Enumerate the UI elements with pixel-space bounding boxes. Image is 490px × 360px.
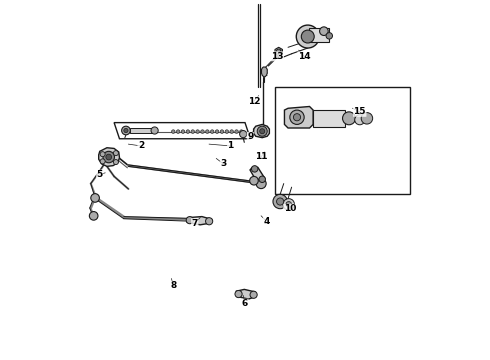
Text: 12: 12 [248, 96, 260, 105]
Circle shape [294, 114, 300, 121]
Text: 4: 4 [263, 217, 270, 226]
Circle shape [225, 130, 229, 134]
Circle shape [361, 113, 373, 124]
Circle shape [296, 25, 319, 48]
Circle shape [240, 131, 247, 138]
Polygon shape [275, 47, 282, 56]
Circle shape [343, 112, 355, 125]
Circle shape [205, 218, 213, 225]
Circle shape [273, 194, 287, 209]
Text: 10: 10 [284, 204, 296, 213]
Circle shape [257, 126, 267, 136]
Circle shape [260, 129, 265, 134]
Circle shape [201, 130, 204, 134]
Circle shape [181, 130, 185, 134]
Circle shape [283, 199, 294, 210]
Text: 2: 2 [138, 141, 144, 150]
Bar [309, 28, 329, 42]
Circle shape [235, 291, 242, 298]
Circle shape [113, 159, 119, 165]
Bar [313, 110, 345, 127]
Circle shape [91, 194, 99, 202]
Text: 15: 15 [353, 107, 366, 116]
Text: 1: 1 [227, 141, 234, 150]
Text: 8: 8 [170, 281, 176, 290]
Circle shape [151, 127, 158, 134]
Text: 9: 9 [247, 132, 253, 141]
Circle shape [186, 217, 194, 224]
Text: 11: 11 [255, 152, 268, 161]
Text: 3: 3 [220, 159, 226, 168]
Circle shape [276, 198, 284, 205]
Circle shape [235, 130, 238, 134]
Circle shape [355, 115, 365, 125]
Text: 13: 13 [271, 52, 284, 61]
Polygon shape [254, 125, 270, 138]
Circle shape [186, 130, 190, 134]
Bar [130, 129, 152, 133]
Polygon shape [98, 148, 120, 166]
Circle shape [196, 130, 199, 134]
Circle shape [240, 130, 243, 134]
Circle shape [290, 110, 304, 125]
Circle shape [251, 166, 258, 172]
Circle shape [205, 130, 209, 134]
Polygon shape [262, 67, 267, 77]
Circle shape [230, 130, 233, 134]
Circle shape [276, 49, 281, 54]
Polygon shape [236, 289, 256, 299]
Circle shape [113, 150, 119, 156]
Polygon shape [285, 107, 313, 128]
Circle shape [256, 179, 266, 189]
Circle shape [326, 33, 333, 39]
Circle shape [259, 176, 266, 183]
Circle shape [100, 152, 105, 157]
Circle shape [286, 202, 292, 207]
Text: 6: 6 [242, 299, 248, 308]
Circle shape [89, 212, 98, 220]
Polygon shape [250, 167, 265, 181]
Text: 5: 5 [97, 170, 103, 179]
Circle shape [124, 129, 128, 133]
Text: 14: 14 [298, 52, 311, 61]
Circle shape [191, 130, 195, 134]
Text: 7: 7 [192, 219, 198, 228]
Circle shape [210, 130, 214, 134]
Circle shape [250, 291, 257, 298]
Circle shape [250, 176, 258, 185]
Circle shape [122, 126, 130, 135]
Polygon shape [187, 217, 212, 225]
Circle shape [100, 159, 105, 164]
Circle shape [103, 151, 115, 163]
Circle shape [106, 154, 112, 160]
Circle shape [319, 27, 328, 36]
Circle shape [215, 130, 219, 134]
Circle shape [301, 30, 314, 43]
Circle shape [172, 130, 175, 134]
Circle shape [176, 130, 180, 134]
Circle shape [220, 130, 224, 134]
